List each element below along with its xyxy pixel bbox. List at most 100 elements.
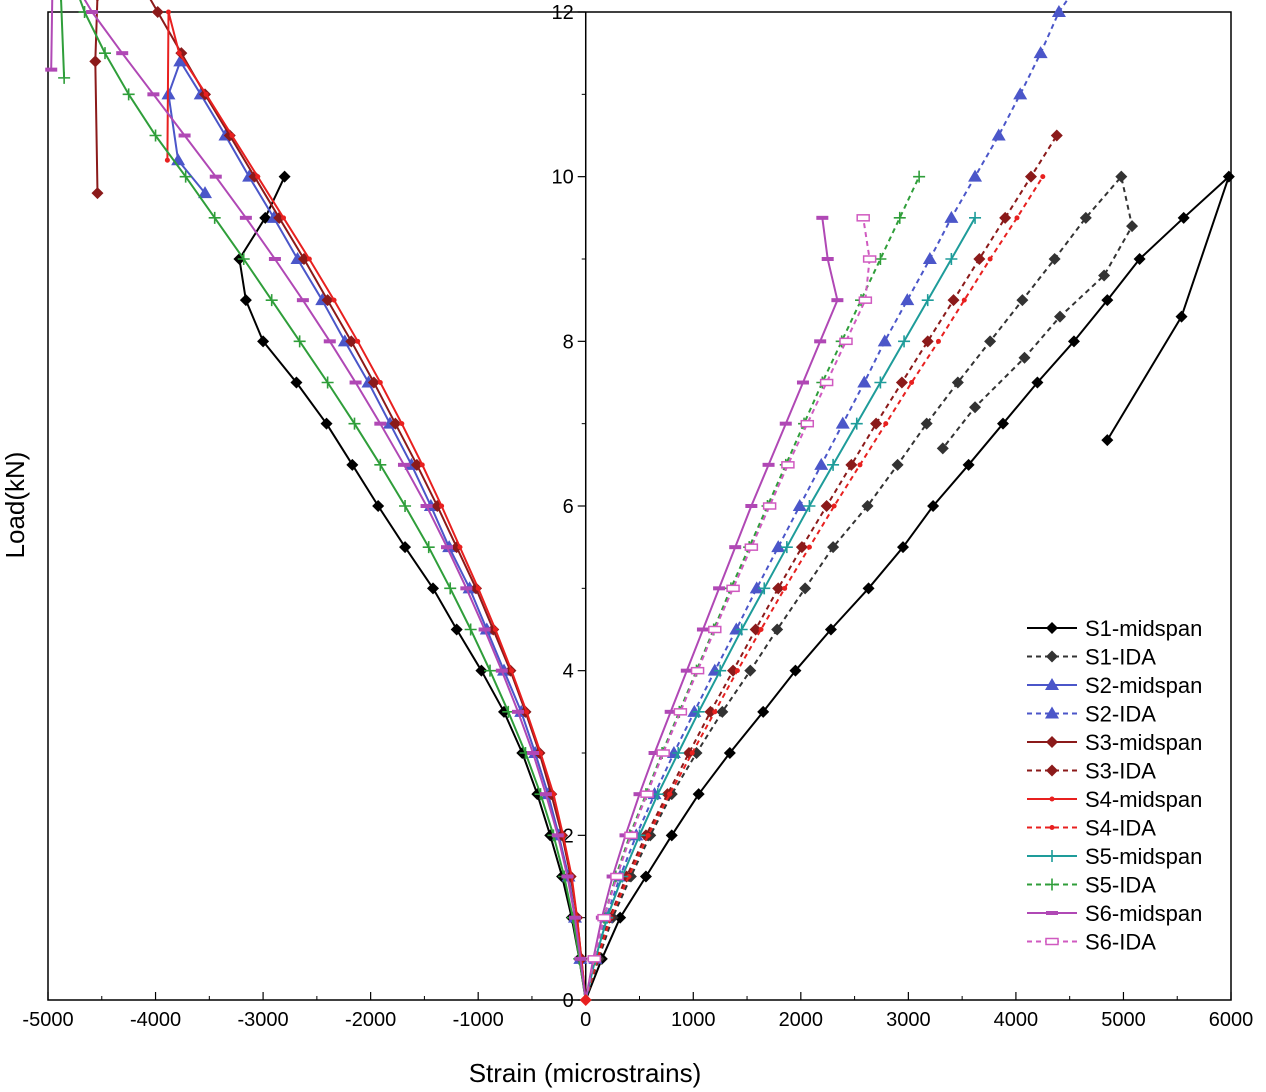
legend-label: S3-IDA [1085,759,1156,784]
data-point [692,705,705,718]
data-point [399,421,405,427]
data-point [389,417,402,430]
data-point [712,709,718,715]
data-point [639,870,652,883]
series-S6-compression [45,0,587,1001]
data-point [749,581,764,594]
data-point [893,211,906,224]
data-point [640,790,654,798]
data-point [255,174,261,180]
data-point [450,623,463,636]
y-tick-label: 10 [551,167,573,189]
data-point [772,582,785,595]
data-point [824,623,837,636]
data-point [862,582,875,595]
legend-marker [1046,878,1058,891]
x-tick-label: 6000 [1209,1009,1254,1031]
data-point [803,500,816,512]
data-point [492,627,498,632]
data-point [1040,174,1046,180]
data-point [348,417,361,430]
data-point [116,51,129,56]
data-point [800,419,815,428]
data-point [792,499,807,511]
data-point [820,500,833,512]
data-point [997,417,1010,430]
legend-item: S3-IDA [1027,759,1156,784]
data-point [858,296,873,304]
legend-item: S5-midspan [1027,844,1202,869]
data-point [682,747,695,759]
data-point [374,421,387,426]
data-point [420,504,433,508]
data-point [1048,253,1061,265]
data-point [372,500,385,512]
legend-label: S3-midspan [1085,730,1202,755]
data-point [987,256,993,262]
data-point [921,294,934,307]
data-point [921,335,934,348]
data-point [427,582,440,595]
data-point [151,6,164,18]
data-point [1013,87,1028,100]
data-point [45,67,58,72]
data-point [475,585,481,591]
data-point [86,10,99,14]
data-point [1222,170,1235,183]
data-point [1126,220,1139,233]
data-point [771,623,784,636]
legend-item: S6-IDA [1027,930,1156,955]
x-tick-label: -2000 [345,1009,396,1031]
data-point [673,708,688,716]
data-point [909,380,915,385]
data-point [440,545,453,550]
data-point [208,211,221,224]
data-point [1054,310,1067,323]
data-point [984,335,997,348]
y-tick-label: 0 [563,990,574,1012]
data-point [597,913,611,922]
legend-label: S5-IDA [1085,873,1156,898]
data-point [147,92,160,97]
data-point [346,458,359,471]
data-point [550,791,556,797]
data-point [1024,170,1037,183]
data-point [444,582,457,595]
data-point [696,627,709,632]
legend-item: S2-midspan [1027,673,1202,698]
series-line [167,60,587,1001]
data-point [478,627,491,632]
data-point [870,417,883,430]
data-point [779,421,792,426]
x-tick-label: -5000 [22,1009,73,1031]
data-point [877,334,892,347]
data-point [331,297,337,303]
x-tick-label: -4000 [130,1009,181,1031]
data-point [664,709,677,714]
data-point [524,709,530,715]
data-point [293,335,306,348]
legend-marker [1046,736,1058,748]
data-point [1175,310,1188,323]
data-point [819,378,834,387]
series-line [584,176,921,1001]
data-point [419,462,425,468]
series-S2-midspan [161,54,588,1001]
data-point [1101,434,1114,447]
y-axis-title: Load(kN) [0,452,30,559]
legend: S1-midspan S1-IDA S2-midspan S2-IDA S3-midsp… [1020,612,1228,962]
x-tick-label: 4000 [994,1009,1039,1031]
data-point [726,584,740,593]
data-point [574,956,587,961]
data-point [734,668,740,674]
data-point [744,543,759,551]
series-line [584,217,839,1001]
legend-item: S1-IDA [1027,645,1156,670]
data-point [961,297,967,303]
data-point [723,747,736,759]
data-point [780,541,793,554]
data-point [164,157,170,163]
data-point [397,462,410,467]
data-point [551,833,564,838]
